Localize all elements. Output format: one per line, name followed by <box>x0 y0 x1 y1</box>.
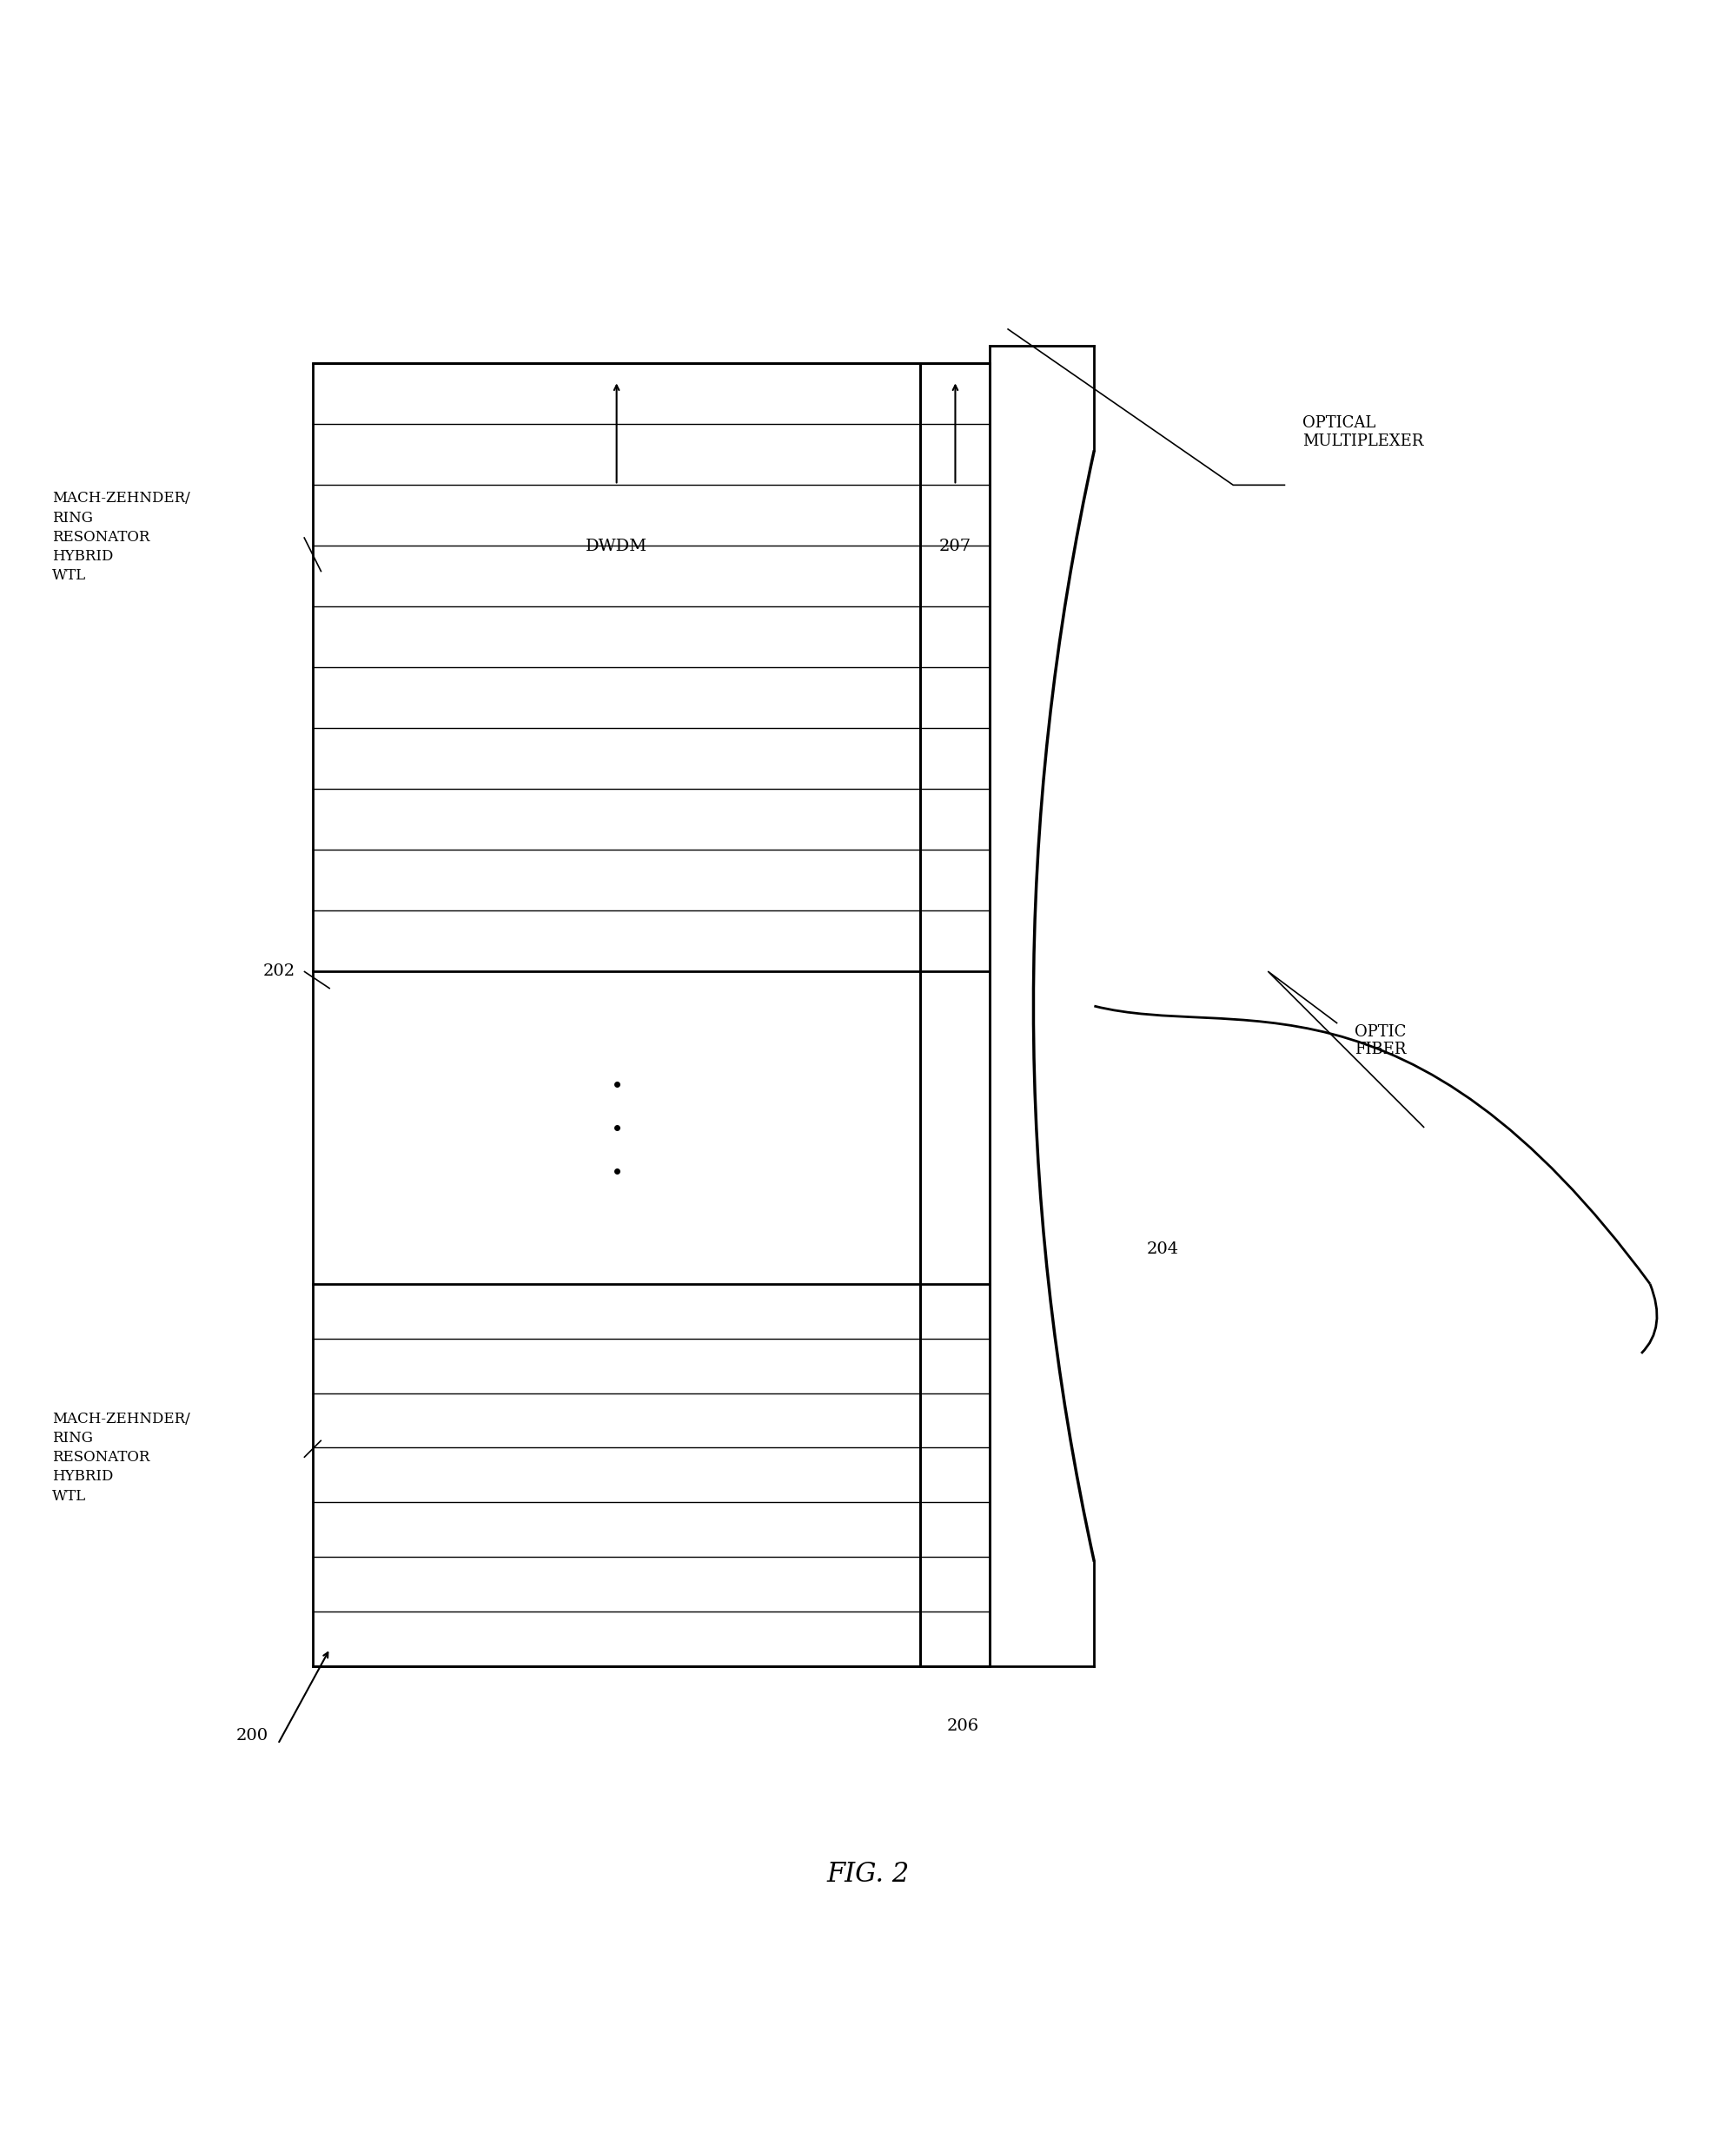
Text: 207: 207 <box>939 540 970 555</box>
Text: 204: 204 <box>1146 1241 1179 1256</box>
Text: OPTICAL
MULTIPLEXER: OPTICAL MULTIPLEXER <box>1302 415 1424 450</box>
Text: 200: 200 <box>236 1727 267 1742</box>
Text: OPTIC
FIBER: OPTIC FIBER <box>1354 1024 1406 1058</box>
Text: DWDM: DWDM <box>585 540 648 555</box>
Text: FIG. 2: FIG. 2 <box>826 1861 910 1889</box>
Text: MACH-ZEHNDER/
RING
RESONATOR
HYBRID
WTL: MACH-ZEHNDER/ RING RESONATOR HYBRID WTL <box>52 1411 189 1504</box>
Text: 206: 206 <box>946 1719 979 1734</box>
Text: MACH-ZEHNDER/
RING
RESONATOR
HYBRID
WTL: MACH-ZEHNDER/ RING RESONATOR HYBRID WTL <box>52 490 189 583</box>
Text: 202: 202 <box>262 964 295 979</box>
